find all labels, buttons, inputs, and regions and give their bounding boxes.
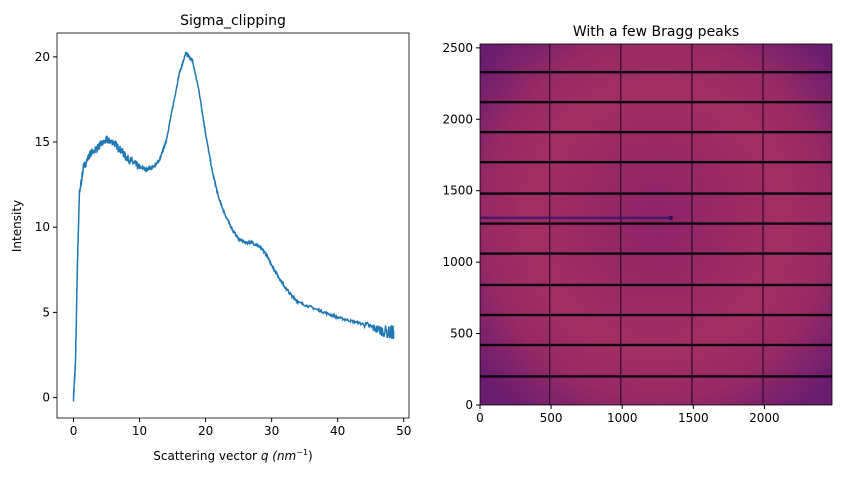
x-tick-label: 40 (330, 424, 345, 438)
detector-image (480, 44, 832, 405)
module-gap-horizontal (480, 222, 832, 225)
module-gap-horizontal (480, 252, 832, 255)
left-plot: Sigma_clipping 0 10 20 30 40 50 0 5 10 15 20 Scat… (10, 13, 411, 463)
y-tick-label: 15 (35, 135, 50, 149)
module-gap-horizontal (480, 375, 832, 378)
module-gap-horizontal (480, 283, 832, 287)
x-tick-label: 0 (476, 411, 484, 425)
module-gap-horizontal (480, 70, 832, 74)
y-tick-label: 1000 (442, 255, 473, 269)
right-x-ticks: 0 500 1000 1500 2000 (476, 405, 780, 425)
y-tick-label: 500 (450, 327, 473, 341)
right-axes-frame (479, 43, 833, 406)
left-title: Sigma_clipping (180, 13, 286, 29)
left-y-ticks: 0 5 10 15 20 (35, 50, 57, 405)
right-plot: 0 500 1000 1500 2000 0 500 1000 1500 2000 2500 Wi… (442, 24, 833, 425)
y-tick-label: 5 (42, 305, 50, 319)
left-axes-frame (56, 32, 410, 419)
module-gap-horizontal (480, 313, 832, 317)
left-y-label: Intensity (10, 200, 24, 252)
right-title: With a few Bragg peaks (573, 24, 739, 40)
module-gap-vertical (691, 44, 693, 405)
module-gap-horizontal (480, 192, 832, 195)
beamstop-spot (669, 215, 673, 220)
intensity-curve-group (72, 51, 395, 402)
x-tick-label: 1500 (678, 411, 709, 425)
right-y-ticks: 0 500 1000 1500 2000 2500 (442, 41, 480, 412)
x-tick-label: 1000 (607, 411, 638, 425)
module-gap-vertical (762, 44, 764, 405)
x-tick-label: 0 (70, 424, 78, 438)
y-tick-label: 1500 (442, 184, 473, 198)
x-tick-label: 500 (540, 411, 563, 425)
intensity-line (72, 51, 395, 402)
y-tick-label: 2500 (442, 41, 473, 55)
x-tick-label: 2000 (749, 411, 780, 425)
y-tick-label: 20 (35, 50, 50, 64)
y-tick-label: 10 (35, 220, 50, 234)
x-tick-label: 30 (264, 424, 279, 438)
y-tick-label: 2000 (442, 112, 473, 126)
left-x-ticks: 0 10 20 30 40 50 (70, 418, 411, 438)
module-gap-vertical (549, 44, 551, 405)
module-gap-horizontal (480, 343, 832, 347)
module-gap-horizontal (480, 160, 832, 164)
y-tick-label: 0 (465, 398, 473, 412)
module-gap-horizontal (480, 130, 832, 134)
y-tick-label: 0 (42, 391, 50, 405)
left-x-label: Scattering vector q (nm−1) (153, 448, 312, 463)
module-gap-vertical (620, 44, 622, 405)
x-tick-label: 10 (132, 424, 147, 438)
x-tick-label: 50 (396, 424, 411, 438)
module-gap-horizontal (480, 100, 832, 104)
x-tick-label: 20 (198, 424, 213, 438)
